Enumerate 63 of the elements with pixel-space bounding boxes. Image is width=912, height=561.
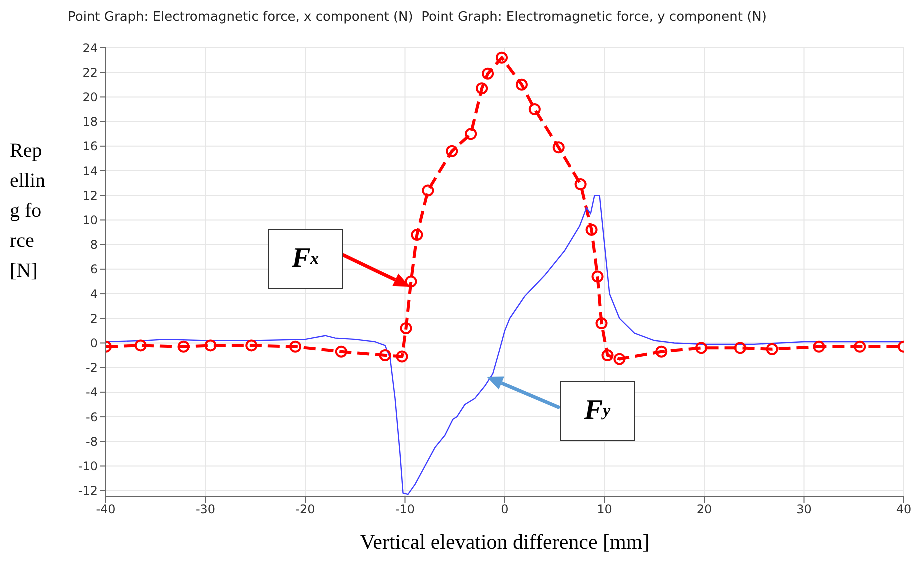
point xyxy=(400,322,412,334)
point xyxy=(379,350,392,362)
point xyxy=(496,52,508,64)
point xyxy=(134,340,147,352)
y-tick-label: 16 xyxy=(82,140,98,154)
x-tick-label: 0 xyxy=(501,502,509,517)
point xyxy=(552,142,565,154)
point xyxy=(574,178,587,191)
y-tick-label: 22 xyxy=(82,66,98,80)
y-tick-label: 10 xyxy=(82,213,98,228)
y-tick-label: 8 xyxy=(90,238,98,252)
y-tick-label: 0 xyxy=(90,336,98,350)
point xyxy=(854,340,866,353)
x-tick-label: 30 xyxy=(796,502,812,517)
point xyxy=(813,340,826,353)
point xyxy=(656,346,668,358)
point xyxy=(766,343,778,356)
point xyxy=(528,104,541,116)
y-tick-label: 4 xyxy=(90,287,98,302)
point xyxy=(290,340,302,353)
y-tick-label: -6 xyxy=(86,410,98,424)
point xyxy=(465,128,478,140)
x-tick-label: 40 xyxy=(896,502,912,517)
point xyxy=(446,145,458,158)
point xyxy=(396,350,408,363)
chart-title: Point Graph: Electromagnetic force, x component (N) Point Graph: Electromagnetic force, y component (N) xyxy=(68,10,767,25)
point xyxy=(422,184,434,197)
y-tick-label: 6 xyxy=(90,262,98,277)
point xyxy=(586,224,598,236)
y-tick-label: 24 xyxy=(82,41,98,56)
point xyxy=(696,342,708,354)
y-tick-label: -12 xyxy=(78,484,98,498)
y-tick-label: -4 xyxy=(86,386,98,400)
y-tick-label: 12 xyxy=(82,188,98,203)
point xyxy=(614,353,626,366)
y-tick-label: -10 xyxy=(78,460,98,474)
x-axis-title: Vertical elevation difference [mm] xyxy=(359,530,651,555)
x-tick-label: 20 xyxy=(696,502,712,517)
point xyxy=(602,350,614,362)
point xyxy=(246,340,258,352)
x-tick-label: -10 xyxy=(395,502,416,517)
x-tick-label: -40 xyxy=(96,502,116,517)
point xyxy=(204,340,217,352)
point xyxy=(516,78,528,91)
y-axis-title: Repelling force [N] xyxy=(10,139,46,284)
point xyxy=(335,346,348,358)
y-tick-label: 14 xyxy=(82,164,98,178)
point xyxy=(411,228,424,241)
point xyxy=(596,318,608,330)
x-tick-label: 10 xyxy=(597,502,612,517)
y-tick-label: 2 xyxy=(90,312,98,326)
y-tick-label: -8 xyxy=(86,434,98,449)
point xyxy=(178,340,190,353)
y-tick-label: -2 xyxy=(86,361,98,376)
point xyxy=(734,342,746,354)
x-tick-label: -30 xyxy=(196,502,216,517)
point xyxy=(482,68,494,80)
y-tick-label: 18 xyxy=(82,115,98,130)
point xyxy=(592,270,604,283)
y-tick-label: 20 xyxy=(82,90,98,104)
x-tick-label: -20 xyxy=(296,502,316,517)
point xyxy=(405,276,418,288)
point xyxy=(476,82,488,95)
